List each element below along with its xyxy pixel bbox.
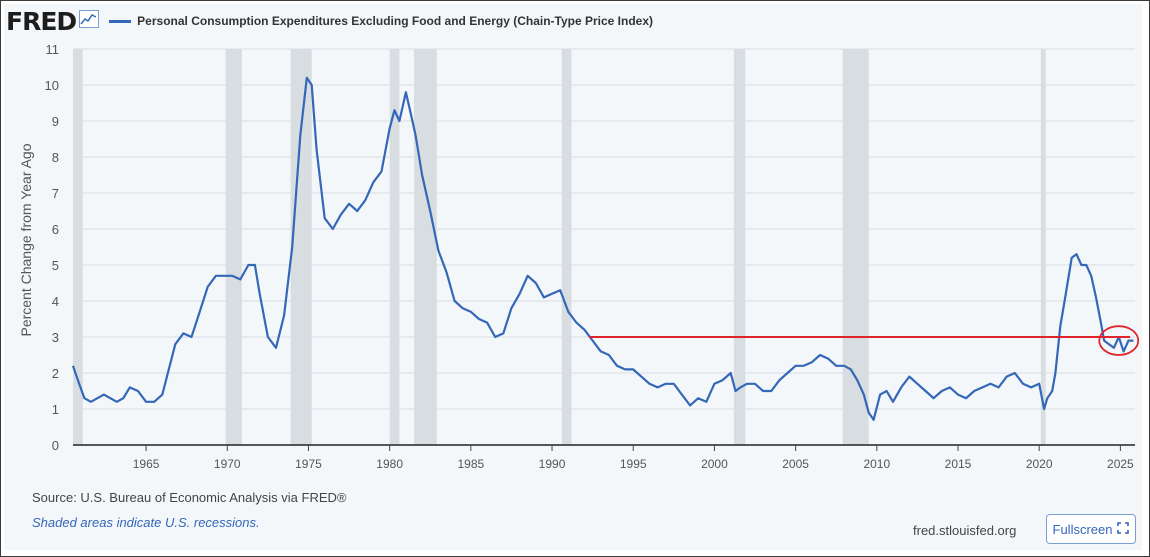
x-tick-label: 2010 [863, 457, 890, 471]
fred-chart-icon [79, 9, 100, 33]
y-tick-label: 1 [52, 402, 59, 417]
fullscreen-label: Fullscreen [1052, 521, 1113, 537]
y-tick-label: 9 [52, 114, 59, 129]
legend-swatch [109, 19, 132, 23]
chart-header: FRED Personal Consumption Expenditures E… [6, 6, 653, 36]
recession-band [414, 49, 437, 445]
recession-band [842, 49, 869, 445]
y-tick-label: 3 [52, 330, 59, 345]
x-tick-label: 1980 [376, 457, 403, 471]
x-tick-label: 1970 [214, 457, 241, 471]
y-tick-label: 11 [46, 42, 60, 57]
x-tick-label: 1990 [539, 457, 566, 471]
x-tick-label: 1995 [620, 457, 647, 471]
series-line [71, 76, 1134, 421]
y-tick-label: 8 [52, 150, 59, 165]
x-tick-label: 1975 [295, 457, 322, 471]
recession-note: Shaded areas indicate U.S. recessions. [32, 515, 260, 530]
x-tick-label: 2000 [701, 457, 728, 471]
x-tick-label: 2025 [1107, 457, 1134, 471]
fullscreen-button[interactable]: Fullscreen [1046, 514, 1136, 544]
fullscreen-icon [1117, 521, 1130, 537]
x-tick-label: 1965 [133, 457, 160, 471]
recession-band [73, 49, 83, 445]
source-note: Source: U.S. Bureau of Economic Analysis… [32, 490, 347, 505]
recession-band [290, 49, 312, 445]
plot-area [73, 49, 1135, 445]
annotation-ellipse [1098, 325, 1140, 356]
site-url[interactable]: fred.stlouisfed.org [913, 523, 1017, 538]
recession-band [1040, 49, 1046, 445]
x-tick-label: 2015 [945, 457, 972, 471]
x-tick-label: 1985 [457, 457, 484, 471]
recession-band [733, 49, 746, 445]
recession-band [225, 49, 242, 445]
y-tick-label: 10 [45, 78, 59, 93]
series-legend[interactable]: Personal Consumption Expenditures Exclud… [137, 14, 654, 28]
x-tick-label: 2005 [782, 457, 809, 471]
y-tick-label: 4 [52, 294, 59, 309]
recession-band [561, 49, 572, 445]
x-tick-label: 2020 [1026, 457, 1053, 471]
y-tick-label: 7 [52, 186, 59, 201]
fred-logo[interactable]: FRED [6, 6, 77, 36]
y-tick-label: 5 [52, 258, 59, 273]
y-tick-label: 6 [52, 222, 59, 237]
recession-band [389, 49, 400, 445]
y-tick-label: 2 [52, 366, 59, 381]
y-tick-label: 0 [52, 438, 59, 453]
